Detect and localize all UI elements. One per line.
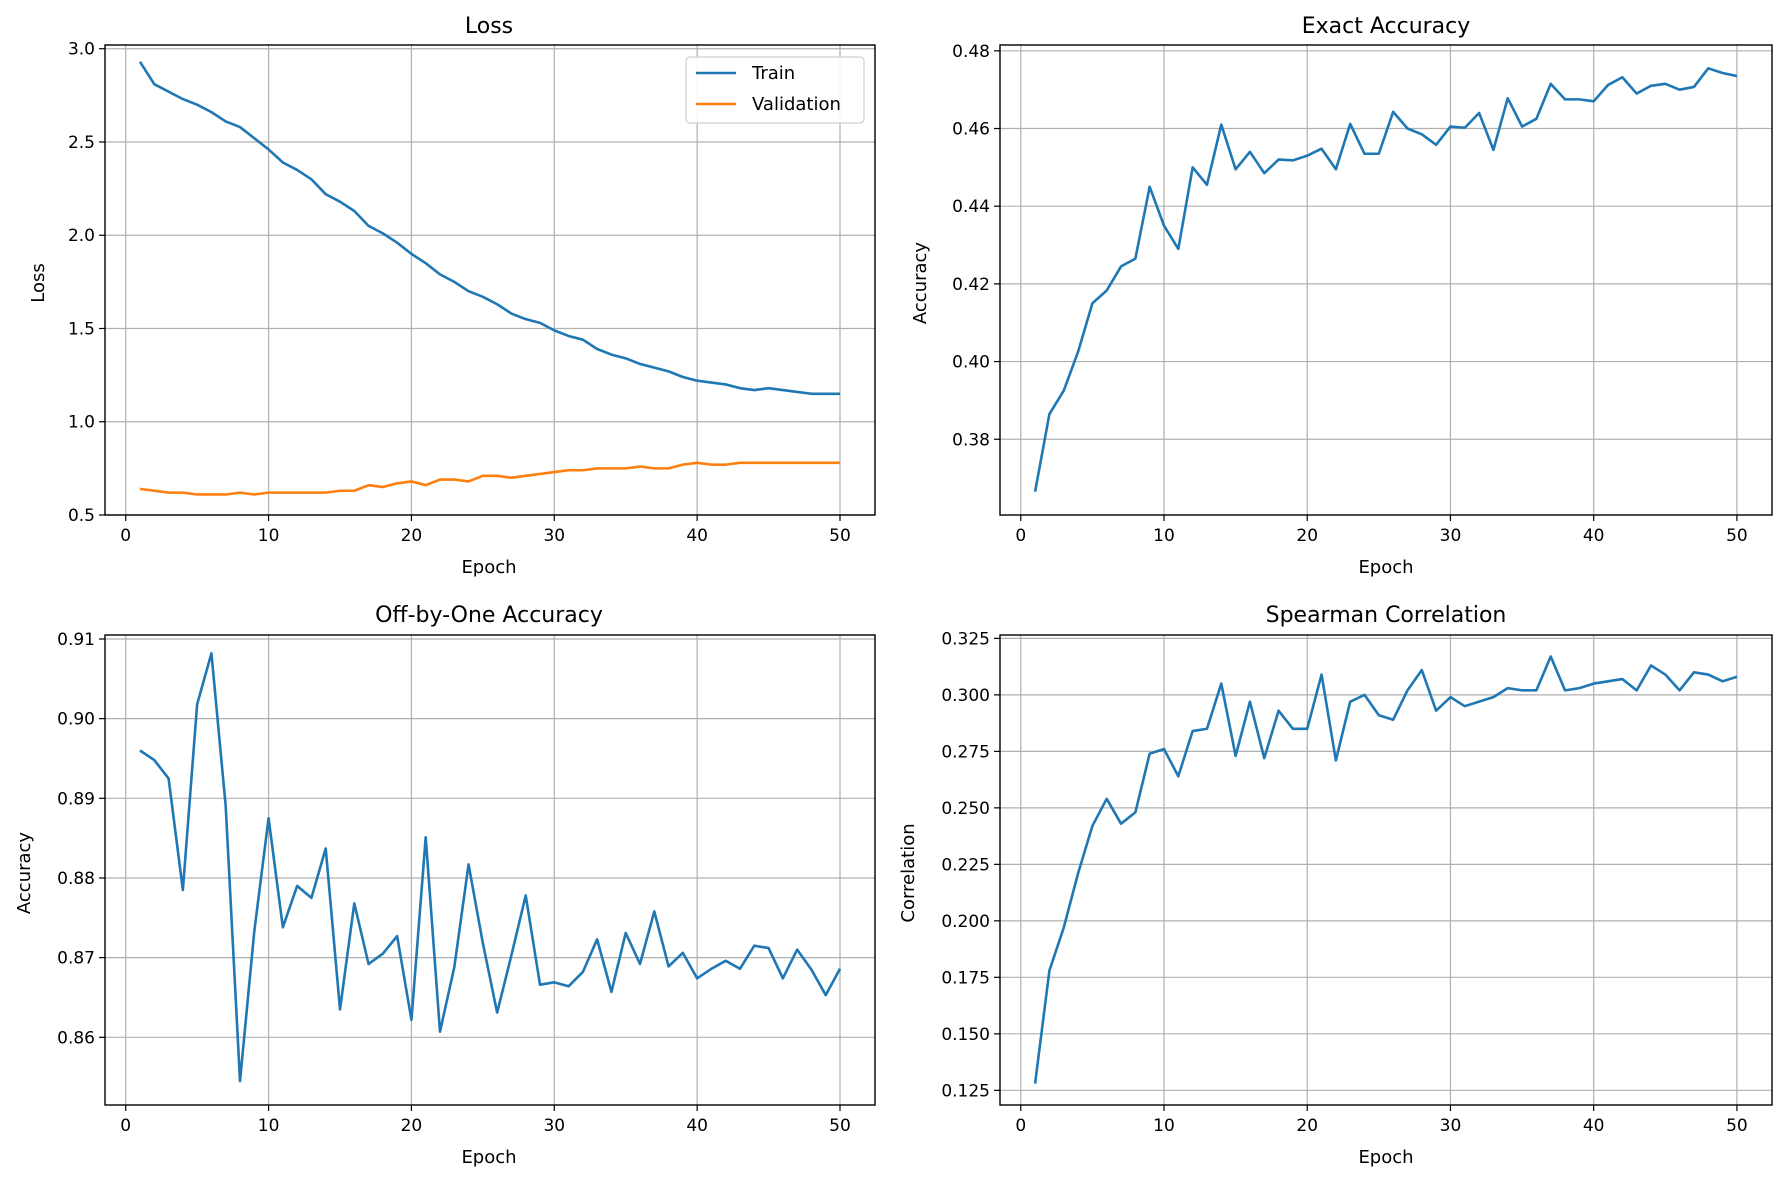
- spearman-correlation-y-tick-label: 0.150: [941, 1025, 990, 1045]
- off-by-one-accuracy-y-tick-label: 0.88: [57, 869, 95, 889]
- subplot-off-by-one-accuracy: Off-by-One Accuracy Epoch Accuracy 0 10 20…: [14, 603, 876, 1168]
- off-by-one-accuracy-title: Off-by-One Accuracy: [375, 603, 603, 628]
- spearman-correlation-x-tick-label: 10: [1153, 1116, 1175, 1136]
- spearman-correlation-x-tick-label: 30: [1440, 1116, 1462, 1136]
- exact-accuracy-x-tick-label: 30: [1440, 526, 1462, 546]
- loss-x-tick-label: 0: [120, 526, 131, 546]
- off-by-one-accuracy-xlabel: Epoch: [461, 1147, 516, 1168]
- spearman-correlation-ylabel: Correlation: [898, 823, 919, 922]
- exact-accuracy-y-tick-label: 0.48: [952, 42, 990, 62]
- off-by-one-accuracy-x-tick-label: 50: [829, 1116, 851, 1136]
- loss-x-tick-label: 10: [258, 526, 280, 546]
- off-by-one-accuracy-series-main-line: [139, 652, 842, 1083]
- spearman-correlation-plot-area: 0 10 20 30 40 50 0.125 0.150 0.175 0.200 0.225 0.25…: [941, 629, 1773, 1136]
- loss-ylabel: Loss: [28, 263, 49, 302]
- spearman-correlation-series-main-line: [1033, 655, 1738, 1084]
- spearman-correlation-y-tick-label: 0.250: [941, 799, 990, 819]
- loss-y-tick-label: 0.5: [68, 506, 95, 526]
- spearman-correlation-x-tick-label: 50: [1726, 1116, 1748, 1136]
- off-by-one-accuracy-ylabel: Accuracy: [14, 832, 35, 915]
- loss-series-train-line: [138, 61, 840, 396]
- exact-accuracy-y-tick-label: 0.46: [952, 120, 990, 140]
- spearman-correlation-y-tick-label: 0.200: [941, 912, 990, 932]
- spearman-correlation-x-tick-label: 40: [1583, 1116, 1605, 1136]
- spearman-correlation-x-tick-label: 20: [1296, 1116, 1318, 1136]
- loss-y-tick-label: 2.0: [68, 226, 95, 246]
- off-by-one-accuracy-x-tick-label: 0: [120, 1116, 131, 1136]
- exact-accuracy-x-tick-label: 50: [1726, 526, 1748, 546]
- exact-accuracy-plot-area: 0 10 20 30 40 50 0.38 0.40 0.42 0.44 0.46 0.48: [952, 42, 1773, 546]
- subplot-loss: Loss Epoch Loss 0 10 20 30 40 50 0.5 1.0 1.5 2.0 2…: [28, 14, 876, 578]
- spearman-correlation-y-tick-label: 0.225: [941, 855, 990, 875]
- loss-title: Loss: [465, 14, 513, 39]
- loss-legend: Train Validation: [685, 56, 865, 124]
- exact-accuracy-xlabel: Epoch: [1358, 557, 1413, 578]
- spearman-correlation-y-tick-label: 0.275: [941, 742, 990, 762]
- off-by-one-accuracy-y-tick-label: 0.87: [57, 949, 95, 969]
- exact-accuracy-axes-frame: [999, 44, 1773, 516]
- off-by-one-accuracy-y-tick-label: 0.89: [57, 789, 95, 809]
- spearman-correlation-y-tick-label: 0.325: [941, 629, 990, 649]
- spearman-correlation-y-tick-label: 0.300: [941, 686, 990, 706]
- loss-x-tick-label: 50: [829, 526, 851, 546]
- subplot-spearman-correlation: Spearman Correlation Epoch Correlation 0…: [898, 603, 1773, 1168]
- spearman-correlation-y-tick-label: 0.125: [941, 1081, 990, 1101]
- loss-plot-area: 0 10 20 30 40 50 0.5 1.0 1.5 2.0 2.5 3.0: [68, 40, 876, 546]
- loss-xlabel: Epoch: [461, 557, 516, 578]
- spearman-correlation-axes-frame: [999, 634, 1773, 1106]
- spearman-correlation-title: Spearman Correlation: [1266, 603, 1507, 628]
- off-by-one-accuracy-y-tick-label: 0.86: [57, 1028, 95, 1048]
- loss-legend-train-label: Train: [751, 63, 795, 84]
- loss-legend-validation-label: Validation: [752, 94, 841, 115]
- loss-x-tick-label: 20: [401, 526, 423, 546]
- loss-x-tick-label: 30: [543, 526, 565, 546]
- exact-accuracy-ylabel: Accuracy: [910, 242, 931, 325]
- subplot-exact-accuracy: Exact Accuracy Epoch Accuracy 0 10 20 30 40 5…: [910, 14, 1773, 578]
- exact-accuracy-y-tick-label: 0.44: [952, 197, 990, 217]
- off-by-one-accuracy-y-tick-label: 0.90: [57, 710, 95, 730]
- loss-y-tick-label: 2.5: [68, 133, 95, 153]
- loss-x-tick-label: 40: [686, 526, 708, 546]
- spearman-correlation-y-tick-label: 0.175: [941, 968, 990, 988]
- spearman-correlation-x-tick-label: 0: [1015, 1116, 1026, 1136]
- exact-accuracy-x-tick-label: 40: [1583, 526, 1605, 546]
- off-by-one-accuracy-x-tick-label: 10: [258, 1116, 280, 1136]
- exact-accuracy-title: Exact Accuracy: [1302, 14, 1471, 39]
- off-by-one-accuracy-x-tick-label: 30: [543, 1116, 565, 1136]
- off-by-one-accuracy-y-tick-label: 0.91: [57, 630, 95, 650]
- exact-accuracy-x-tick-label: 0: [1015, 526, 1026, 546]
- loss-axes-frame: [104, 44, 876, 516]
- off-by-one-accuracy-plot-area: 0 10 20 30 40 50 0.86 0.87 0.88 0.89 0.90 0.91: [57, 630, 876, 1136]
- loss-y-tick-label: 1.0: [68, 413, 95, 433]
- exact-accuracy-y-tick-label: 0.42: [952, 275, 990, 295]
- off-by-one-accuracy-axes-frame: [104, 634, 876, 1106]
- exact-accuracy-y-tick-label: 0.38: [952, 430, 990, 450]
- exact-accuracy-x-tick-label: 10: [1153, 526, 1175, 546]
- exact-accuracy-x-tick-label: 20: [1296, 526, 1318, 546]
- exact-accuracy-series-main-line: [1033, 67, 1738, 492]
- exact-accuracy-y-tick-label: 0.40: [952, 353, 990, 373]
- loss-y-tick-label: 1.5: [68, 319, 95, 339]
- loss-y-tick-label: 3.0: [68, 40, 95, 60]
- off-by-one-accuracy-x-tick-label: 20: [401, 1116, 423, 1136]
- spearman-correlation-xlabel: Epoch: [1358, 1147, 1413, 1168]
- off-by-one-accuracy-x-tick-label: 40: [686, 1116, 708, 1136]
- loss-series-validation-line: [139, 461, 840, 496]
